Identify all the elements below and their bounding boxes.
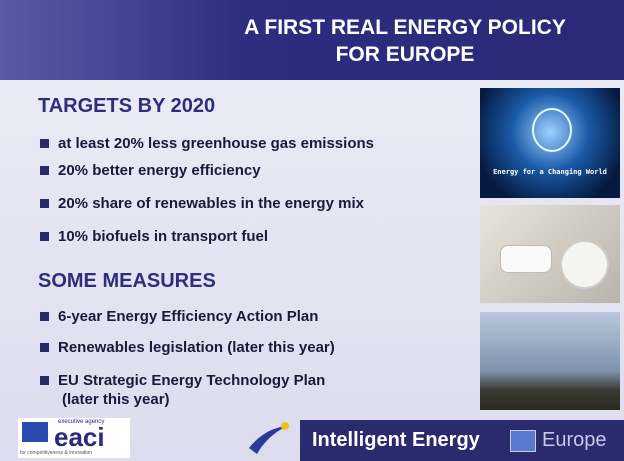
banner: Intelligent Energy Europe xyxy=(300,420,624,461)
title: FOR EUROPE xyxy=(205,43,605,67)
bullet xyxy=(40,166,49,175)
eu-flag xyxy=(22,422,48,442)
bullet-text: 20% better energy efficiency xyxy=(58,162,261,179)
bullet xyxy=(40,343,49,352)
logo-name: eaci xyxy=(54,422,105,453)
title: A FIRST REAL ENERGY POLICY xyxy=(205,16,605,40)
swirl-icon xyxy=(245,418,295,458)
bullet xyxy=(40,376,49,385)
section-heading: TARGETS BY 2020 xyxy=(38,95,215,118)
bullet-text: 20% share of renewables in the energy mi… xyxy=(58,195,364,212)
logo-bottom: for competitiveness & innovation xyxy=(20,450,92,456)
banner-name: Intelligent Energy xyxy=(312,429,480,452)
bullet-text: EU Strategic Energy Technology Plan xyxy=(58,372,325,389)
bullet-text: 10% biofuels in transport fuel xyxy=(58,228,268,245)
bullet-text: Renewables legislation (later this year) xyxy=(58,339,335,356)
bullet-text: 6-year Energy Efficiency Action Plan xyxy=(58,308,318,325)
header-bar xyxy=(0,0,624,80)
image-caption: Energy for a Changing World xyxy=(480,168,620,176)
logo: executive agency eaci for competitivenes… xyxy=(18,418,130,458)
bullet xyxy=(40,199,49,208)
bullet xyxy=(40,139,49,148)
bullet xyxy=(40,232,49,241)
bullet-text: at least 20% less greenhouse gas emissio… xyxy=(58,135,374,152)
image-wind xyxy=(480,312,620,410)
image-bulb: Energy for a Changing World xyxy=(480,88,620,198)
eu-flag xyxy=(510,430,536,452)
bullet-text: (later this year) xyxy=(62,391,170,408)
image-plug xyxy=(480,205,620,303)
slide: A FIRST REAL ENERGY POLICY FOR EUROPE En… xyxy=(0,0,624,461)
section-heading: SOME MEASURES xyxy=(38,270,216,293)
bullet xyxy=(40,312,49,321)
banner-region: Europe xyxy=(542,429,607,452)
